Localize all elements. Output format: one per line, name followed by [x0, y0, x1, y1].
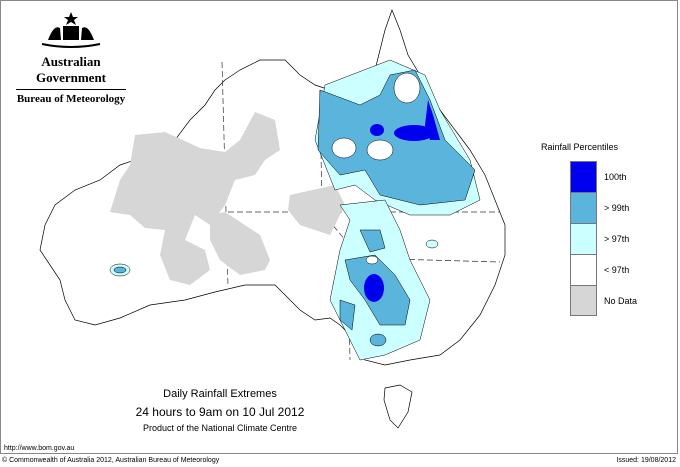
- pct99-regions: [113, 69, 476, 347]
- bom-logo: Australian Government Bureau of Meteorol…: [8, 10, 134, 105]
- legend-item: < 97th: [541, 254, 637, 285]
- copyright-text: © Commonwealth of Australia 2012, Austra…: [2, 457, 220, 464]
- legend-label: No Data: [604, 295, 638, 306]
- legend-swatch-100: [570, 161, 597, 192]
- map-title-block: Daily Rainfall Extremes 24 hours to 9am …: [120, 388, 320, 433]
- map-product: Product of the National Climate Centre: [142, 423, 298, 433]
- logo-divider: [16, 89, 126, 90]
- agency-name: Bureau of Meteorology: [16, 93, 126, 105]
- legend-swatch-97: [570, 223, 597, 254]
- issued-date: Issued: 19/08/2012: [616, 457, 676, 464]
- government-name: Australian Government: [35, 54, 107, 85]
- legend-label: 100th: [604, 171, 627, 182]
- map-title: Daily Rainfall Extremes: [163, 388, 277, 400]
- legend-item: > 99th: [541, 192, 637, 223]
- legend-label: < 97th: [604, 264, 630, 275]
- legend-title: Rainfall Percentiles: [541, 142, 619, 152]
- below97-holes: [331, 72, 421, 265]
- map-period: 24 hours to 9am on 10 Jul 2012: [135, 405, 305, 419]
- legend-item: 100th: [541, 161, 637, 192]
- coat-of-arms-icon: [41, 12, 101, 48]
- legend-label: > 99th: [604, 202, 630, 213]
- legend-item: No Data: [541, 285, 637, 316]
- legend: Rainfall Percentiles 100th > 99th > 97th…: [541, 142, 637, 316]
- bom-url-link[interactable]: http://www.bom.gov.au: [4, 445, 75, 452]
- legend-label: > 97th: [604, 233, 630, 244]
- legend-swatch-99: [570, 192, 597, 223]
- legend-item: > 97th: [541, 223, 637, 254]
- pct100-regions: [364, 100, 440, 302]
- legend-swatch-below97: [570, 254, 597, 285]
- legend-swatch-nodata: [570, 285, 597, 316]
- tasmania: [383, 384, 413, 429]
